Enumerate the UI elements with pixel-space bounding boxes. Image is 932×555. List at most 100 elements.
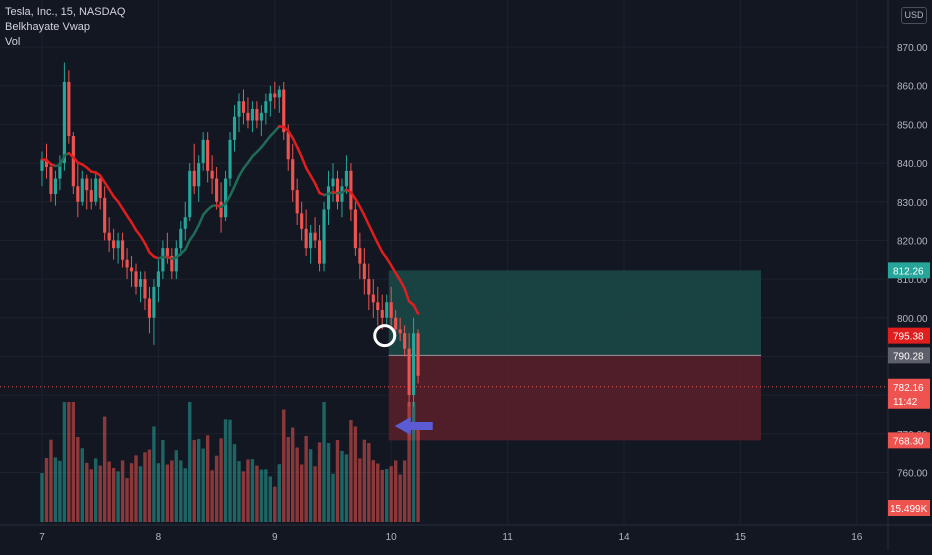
- candle-body: [412, 333, 415, 395]
- candle-body: [331, 179, 334, 187]
- volume-bar: [322, 402, 325, 522]
- vwap-line: [364, 215, 368, 225]
- volume-bar: [233, 444, 236, 522]
- volume-bar: [309, 449, 312, 522]
- volume-bar: [107, 461, 110, 522]
- price-label-text: 782.16: [893, 383, 924, 394]
- candle-body: [179, 229, 182, 248]
- volume-bar: [85, 463, 88, 522]
- volume-bar: [264, 469, 267, 522]
- volume-bar: [389, 466, 392, 522]
- volume-bar: [349, 420, 352, 522]
- candle-body: [309, 233, 312, 248]
- volume-bar: [269, 476, 272, 522]
- candle-body: [49, 167, 52, 194]
- candle-body: [94, 179, 97, 202]
- candle-body: [134, 271, 137, 286]
- candle-body: [372, 295, 375, 303]
- volume-bar: [291, 427, 294, 522]
- vwap-line: [194, 225, 198, 233]
- candle-body: [260, 113, 263, 121]
- candle-body: [152, 287, 155, 318]
- candle-body: [327, 186, 330, 209]
- target-zone: [389, 270, 761, 355]
- volume-bar: [143, 452, 146, 522]
- candle-body: [336, 179, 339, 202]
- volume-bar: [385, 469, 388, 522]
- volume-bar: [63, 402, 66, 522]
- volume-value-text: 15.499K: [890, 504, 928, 515]
- volume-bar: [179, 460, 182, 522]
- volume-bar: [67, 402, 70, 522]
- volume-bar: [175, 450, 178, 522]
- price-tick-label: 840.00: [897, 159, 928, 170]
- currency-button[interactable]: USD: [901, 7, 927, 24]
- volume-bar: [331, 474, 334, 522]
- price-tick-label: 760.00: [897, 468, 928, 479]
- price-tick-label: 850.00: [897, 120, 928, 131]
- candle-body: [85, 179, 88, 191]
- candle-body: [103, 198, 106, 233]
- candle-body: [390, 302, 393, 317]
- time-tick-label: 8: [156, 532, 162, 543]
- vwap-line: [306, 168, 310, 176]
- candle-body: [251, 109, 254, 121]
- volume-bar: [336, 440, 339, 522]
- candle-body: [349, 171, 352, 210]
- indicator-label[interactable]: Belkhayate Vwap: [5, 20, 125, 35]
- candle-body: [63, 82, 66, 163]
- volume-bar: [242, 471, 245, 522]
- volume-bar: [197, 439, 200, 522]
- volume-bar: [112, 468, 115, 522]
- candle-body: [197, 163, 200, 186]
- vwap-line: [109, 189, 113, 196]
- volume-bar: [170, 460, 173, 522]
- price-tick-label: 830.00: [897, 198, 928, 209]
- vwap-line: [235, 176, 239, 186]
- volume-bar: [210, 470, 213, 522]
- vwap-line: [311, 176, 315, 184]
- candle-body: [269, 93, 272, 101]
- volume-bar: [255, 466, 258, 522]
- volume-bar: [287, 437, 290, 522]
- price-label-text: 768.30: [893, 436, 924, 447]
- volume-bar: [40, 473, 43, 522]
- candle-body: [381, 310, 384, 318]
- volume-bar: [161, 440, 164, 522]
- price-label-text: 812.26: [893, 266, 924, 277]
- vwap-line: [132, 222, 136, 230]
- volume-bar: [45, 458, 48, 522]
- candle-body: [161, 248, 164, 271]
- candle-body: [81, 179, 84, 202]
- volume-bar: [345, 454, 348, 522]
- candle-body: [305, 229, 308, 248]
- candle-body: [121, 240, 124, 259]
- volume-bar: [76, 437, 79, 522]
- vwap-line: [140, 236, 144, 243]
- candle-body: [233, 117, 236, 140]
- candle-body: [224, 179, 227, 218]
- vwap-line: [239, 169, 243, 177]
- vwap-line: [185, 240, 189, 249]
- candle-body: [54, 179, 57, 194]
- volume-bar: [278, 464, 281, 522]
- candle-body: [184, 217, 187, 229]
- volume-bar: [412, 402, 415, 522]
- volume-bar: [282, 409, 285, 522]
- volume-bar: [219, 438, 222, 522]
- candle-body: [148, 298, 151, 317]
- volume-bar: [224, 419, 227, 522]
- volume-label[interactable]: Vol: [5, 35, 125, 50]
- volume-bar: [300, 465, 303, 522]
- candle-body: [220, 202, 223, 217]
- vwap-line: [315, 183, 319, 193]
- candle-body: [408, 349, 411, 395]
- candle-body: [363, 264, 366, 279]
- symbol-label[interactable]: Tesla, Inc., 15, NASDAQ: [5, 5, 125, 20]
- time-tick-label: 15: [735, 532, 747, 543]
- candle-body: [166, 248, 169, 256]
- vwap-line: [369, 225, 373, 234]
- volume-bar: [381, 470, 384, 522]
